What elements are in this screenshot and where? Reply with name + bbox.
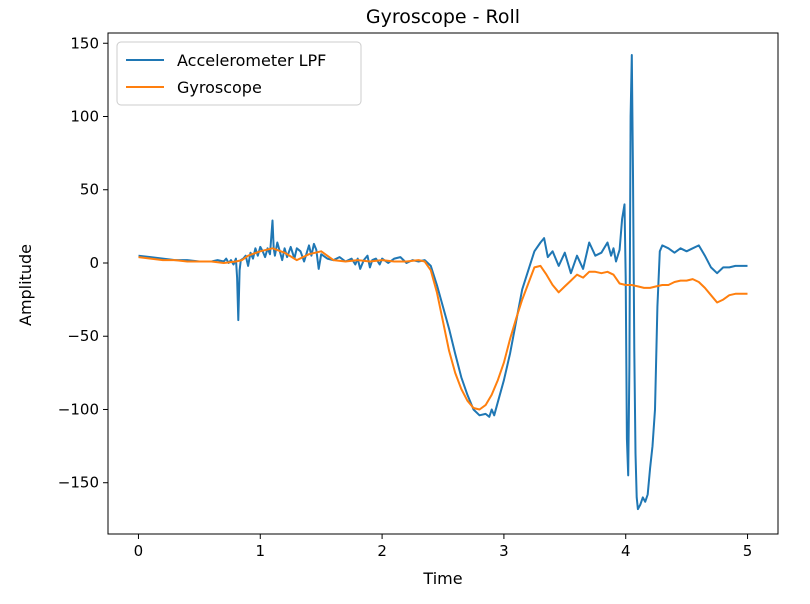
legend: Accelerometer LPF Gyroscope (116, 41, 362, 106)
series-line-gyroscope (138, 247, 748, 411)
series-line-accelerometer-lpf (138, 54, 748, 511)
y-tick-label: 0 (89, 254, 99, 272)
legend-box (116, 41, 362, 106)
y-tick-label: 50 (80, 181, 99, 199)
x-tick-label: 0 (134, 542, 144, 560)
x-tick-label: 3 (499, 542, 509, 560)
x-axis: 0 1 2 3 4 5 (134, 534, 753, 560)
y-tick-label: −100 (58, 400, 99, 418)
y-tick-label: −50 (67, 327, 99, 345)
x-tick-label: 1 (255, 542, 265, 560)
x-tick-label: 4 (621, 542, 631, 560)
y-tick-label: 150 (70, 34, 99, 52)
legend-entry-label: Gyroscope (177, 78, 262, 97)
chart-title: Gyroscope - Roll (366, 6, 520, 28)
plot-frame (107, 32, 779, 535)
y-axis: −150 −100 −50 0 50 100 150 (58, 34, 108, 492)
y-tick-label: −150 (58, 474, 99, 492)
plot-area (107, 32, 779, 535)
y-axis-label: Amplitude (16, 244, 35, 326)
legend-entry-label: Accelerometer LPF (177, 51, 326, 70)
y-tick-label: 100 (70, 108, 99, 126)
x-tick-label: 2 (377, 542, 387, 560)
x-axis-label: Time (422, 569, 462, 588)
x-tick-label: 5 (743, 542, 753, 560)
